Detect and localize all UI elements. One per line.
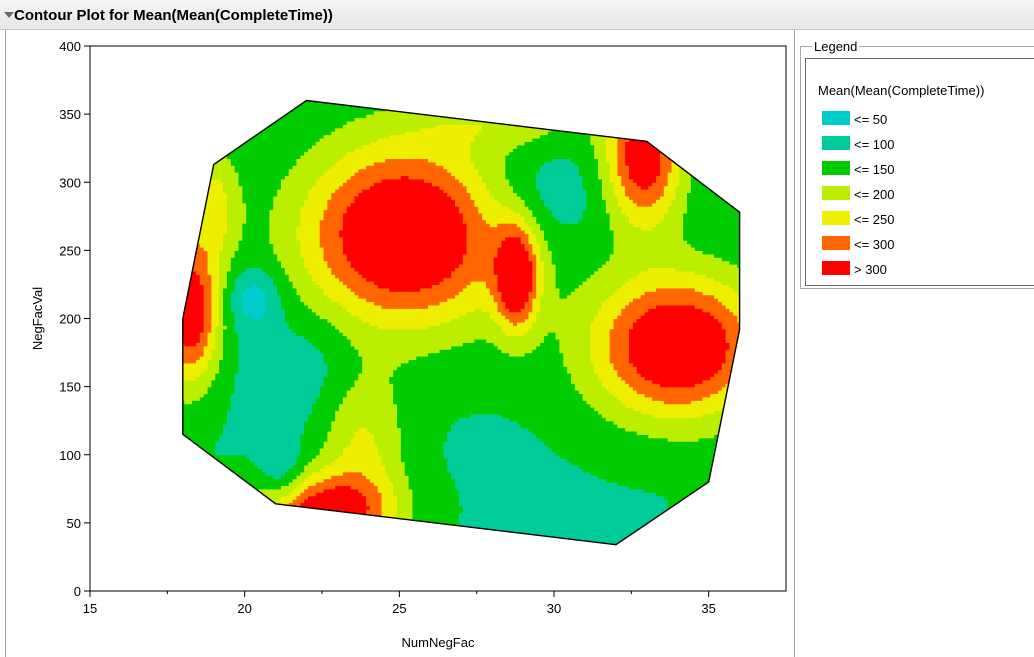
legend-panel: [805, 58, 1034, 286]
y-tick-label: 300: [59, 175, 81, 190]
x-tick-label: 15: [83, 601, 97, 616]
x-tick-label: 30: [547, 601, 561, 616]
data-hull-outline: [182, 99, 741, 546]
title-bar: Contour Plot for Mean(Mean(CompleteTime)…: [0, 0, 1034, 30]
legend-box: [800, 46, 1034, 289]
y-tick-label: 0: [74, 584, 81, 599]
x-axis: 15 20 25 30 35: [83, 591, 716, 616]
report-title: Contour Plot for Mean(Mean(CompleteTime)…: [14, 7, 333, 24]
legend-item-label: <= 250: [854, 212, 895, 227]
legend-heading: Mean(Mean(CompleteTime)): [818, 83, 985, 98]
legend-swatch: [822, 236, 850, 250]
contour-plot: 15 20 25 30 35 0 50 100 150 200 250 300 350 400 NumN…: [30, 39, 787, 650]
legend-swatch: [822, 186, 850, 200]
legend-item-label: <= 100: [854, 137, 895, 152]
y-tick-label: 200: [59, 312, 81, 327]
legend-item-label: <= 300: [854, 237, 895, 252]
y-axis: 0 50 100 150 200 250 300 350 400: [59, 39, 90, 599]
legend-item-label: > 300: [854, 262, 887, 277]
y-tick-label: 50: [67, 516, 81, 531]
contour-fill: [182, 100, 740, 545]
y-tick-label: 250: [59, 243, 81, 258]
legend-swatch: [822, 161, 850, 175]
y-tick-label: 100: [59, 448, 81, 463]
legend-item-label: <= 150: [854, 162, 895, 177]
legend-box-title: Legend: [812, 39, 860, 54]
legend-item-label: <= 50: [854, 112, 888, 127]
x-tick-label: 35: [701, 601, 715, 616]
chart-frame: 15 20 25 30 35 0 50 100 150 200 250 300 350 400 NumN…: [5, 30, 795, 657]
x-tick-label: 20: [237, 601, 251, 616]
y-tick-label: 350: [59, 107, 81, 122]
x-tick-label: 25: [392, 601, 406, 616]
disclosure-triangle-icon[interactable]: [4, 12, 14, 18]
y-axis-label: NegFacVal: [30, 287, 45, 350]
y-tick-label: 150: [59, 380, 81, 395]
x-axis-label: NumNegFac: [402, 635, 475, 650]
y-tick-label: 400: [59, 39, 81, 54]
legend-swatch: [822, 136, 850, 150]
legend-swatch: [822, 211, 850, 225]
legend-item-label: <= 200: [854, 187, 895, 202]
legend-swatch: [822, 261, 850, 275]
legend-swatch: [822, 111, 850, 125]
